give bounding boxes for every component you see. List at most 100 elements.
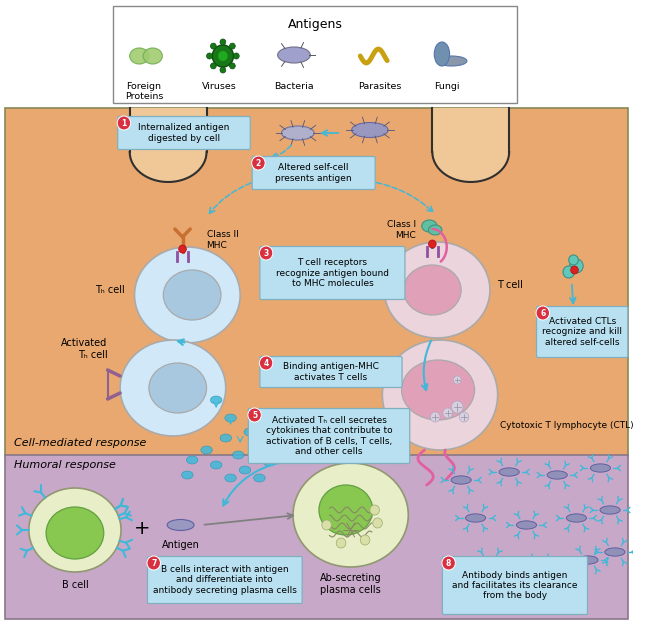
Text: T⁣ cell: T⁣ cell bbox=[497, 280, 523, 290]
Text: +: + bbox=[134, 519, 150, 537]
Ellipse shape bbox=[233, 451, 244, 459]
Text: 6: 6 bbox=[540, 308, 546, 318]
Text: 2: 2 bbox=[256, 158, 261, 167]
Ellipse shape bbox=[244, 428, 256, 436]
Circle shape bbox=[459, 412, 469, 422]
Text: Internalized antigen
digested by cell: Internalized antigen digested by cell bbox=[138, 124, 229, 143]
Ellipse shape bbox=[401, 360, 474, 420]
Text: 4: 4 bbox=[264, 359, 269, 368]
Circle shape bbox=[373, 518, 382, 528]
Ellipse shape bbox=[210, 396, 222, 404]
Circle shape bbox=[453, 376, 461, 384]
Text: Activated CTLs
recognize and kill
altered self-cells: Activated CTLs recognize and kill altere… bbox=[542, 317, 622, 347]
Text: Antigen: Antigen bbox=[161, 540, 200, 550]
Ellipse shape bbox=[352, 122, 388, 137]
Circle shape bbox=[229, 43, 235, 49]
Ellipse shape bbox=[428, 225, 442, 235]
Circle shape bbox=[370, 505, 380, 515]
Text: Altered self-cell
presents antigen: Altered self-cell presents antigen bbox=[275, 163, 352, 183]
Ellipse shape bbox=[201, 446, 212, 454]
Text: Class I
MHC: Class I MHC bbox=[387, 220, 416, 240]
Ellipse shape bbox=[451, 476, 471, 484]
Text: 3: 3 bbox=[264, 248, 269, 258]
Circle shape bbox=[451, 401, 463, 413]
Ellipse shape bbox=[254, 474, 265, 482]
Ellipse shape bbox=[277, 47, 310, 63]
FancyBboxPatch shape bbox=[260, 246, 405, 300]
FancyBboxPatch shape bbox=[252, 157, 375, 190]
Circle shape bbox=[428, 240, 436, 248]
Circle shape bbox=[248, 408, 262, 422]
Ellipse shape bbox=[600, 506, 620, 514]
Ellipse shape bbox=[319, 485, 373, 535]
Circle shape bbox=[206, 53, 212, 59]
Ellipse shape bbox=[46, 507, 103, 559]
Circle shape bbox=[563, 266, 575, 278]
Ellipse shape bbox=[382, 340, 498, 450]
Circle shape bbox=[210, 43, 216, 49]
Ellipse shape bbox=[258, 441, 270, 449]
Ellipse shape bbox=[480, 558, 500, 566]
Ellipse shape bbox=[434, 42, 449, 66]
Circle shape bbox=[430, 412, 440, 422]
Circle shape bbox=[147, 556, 160, 570]
Text: 5: 5 bbox=[252, 411, 257, 419]
Ellipse shape bbox=[578, 556, 598, 564]
Circle shape bbox=[260, 246, 273, 260]
Ellipse shape bbox=[239, 466, 250, 474]
FancyBboxPatch shape bbox=[248, 409, 410, 464]
Ellipse shape bbox=[436, 56, 467, 66]
Circle shape bbox=[569, 259, 583, 273]
Text: Fungi: Fungi bbox=[434, 82, 459, 91]
Polygon shape bbox=[432, 108, 509, 182]
Ellipse shape bbox=[465, 514, 486, 522]
Ellipse shape bbox=[384, 242, 490, 338]
Polygon shape bbox=[130, 108, 206, 182]
Ellipse shape bbox=[263, 458, 275, 466]
Circle shape bbox=[179, 245, 186, 253]
Text: Parasites: Parasites bbox=[358, 82, 401, 91]
Circle shape bbox=[117, 116, 130, 130]
Circle shape bbox=[336, 538, 346, 548]
Ellipse shape bbox=[149, 363, 206, 413]
Text: Tₕ cell: Tₕ cell bbox=[95, 285, 125, 295]
Circle shape bbox=[212, 45, 233, 67]
FancyBboxPatch shape bbox=[148, 557, 302, 603]
FancyBboxPatch shape bbox=[260, 356, 402, 388]
Text: B cell: B cell bbox=[61, 580, 88, 590]
Circle shape bbox=[569, 255, 579, 265]
Ellipse shape bbox=[547, 471, 567, 479]
Text: 8: 8 bbox=[446, 558, 451, 567]
Text: Viruses: Viruses bbox=[202, 82, 237, 91]
Text: Antibody binds antigen
and facilitates its clearance
from the body: Antibody binds antigen and facilitates i… bbox=[452, 570, 578, 600]
Ellipse shape bbox=[120, 340, 226, 436]
Circle shape bbox=[218, 51, 228, 61]
Text: Cytotoxic T lymphocyte (CTL): Cytotoxic T lymphocyte (CTL) bbox=[500, 421, 633, 429]
Circle shape bbox=[536, 306, 550, 320]
Text: Class II
MHC: Class II MHC bbox=[206, 230, 239, 250]
Text: 7: 7 bbox=[151, 558, 156, 567]
Circle shape bbox=[233, 53, 239, 59]
Bar bbox=[113, 6, 517, 103]
FancyBboxPatch shape bbox=[536, 306, 628, 358]
Ellipse shape bbox=[143, 48, 162, 64]
Circle shape bbox=[229, 63, 235, 69]
Ellipse shape bbox=[566, 514, 587, 522]
Text: Humoral response: Humoral response bbox=[14, 460, 116, 470]
Ellipse shape bbox=[422, 220, 437, 232]
Ellipse shape bbox=[220, 434, 231, 442]
Text: Ab-secreting
plasma cells: Ab-secreting plasma cells bbox=[320, 573, 382, 595]
Circle shape bbox=[210, 63, 216, 69]
Circle shape bbox=[571, 266, 579, 274]
Text: Activated Tₕ cell secretes
cytokines that contribute to
activation of B cells, T: Activated Tₕ cell secretes cytokines tha… bbox=[266, 416, 392, 456]
Ellipse shape bbox=[590, 464, 610, 472]
Circle shape bbox=[322, 520, 331, 530]
Text: Binding antigen-MHC
activates T cells: Binding antigen-MHC activates T cells bbox=[283, 363, 379, 382]
FancyBboxPatch shape bbox=[118, 117, 250, 150]
Text: Activated
Tₕ cell: Activated Tₕ cell bbox=[61, 338, 107, 360]
Text: Foreign
Proteins: Foreign Proteins bbox=[125, 82, 163, 101]
FancyBboxPatch shape bbox=[442, 557, 587, 615]
Ellipse shape bbox=[163, 270, 221, 320]
Ellipse shape bbox=[293, 463, 409, 567]
Text: B cells interact with antigen
and differentiate into
antibody secreting plasma c: B cells interact with antigen and differ… bbox=[153, 565, 297, 595]
